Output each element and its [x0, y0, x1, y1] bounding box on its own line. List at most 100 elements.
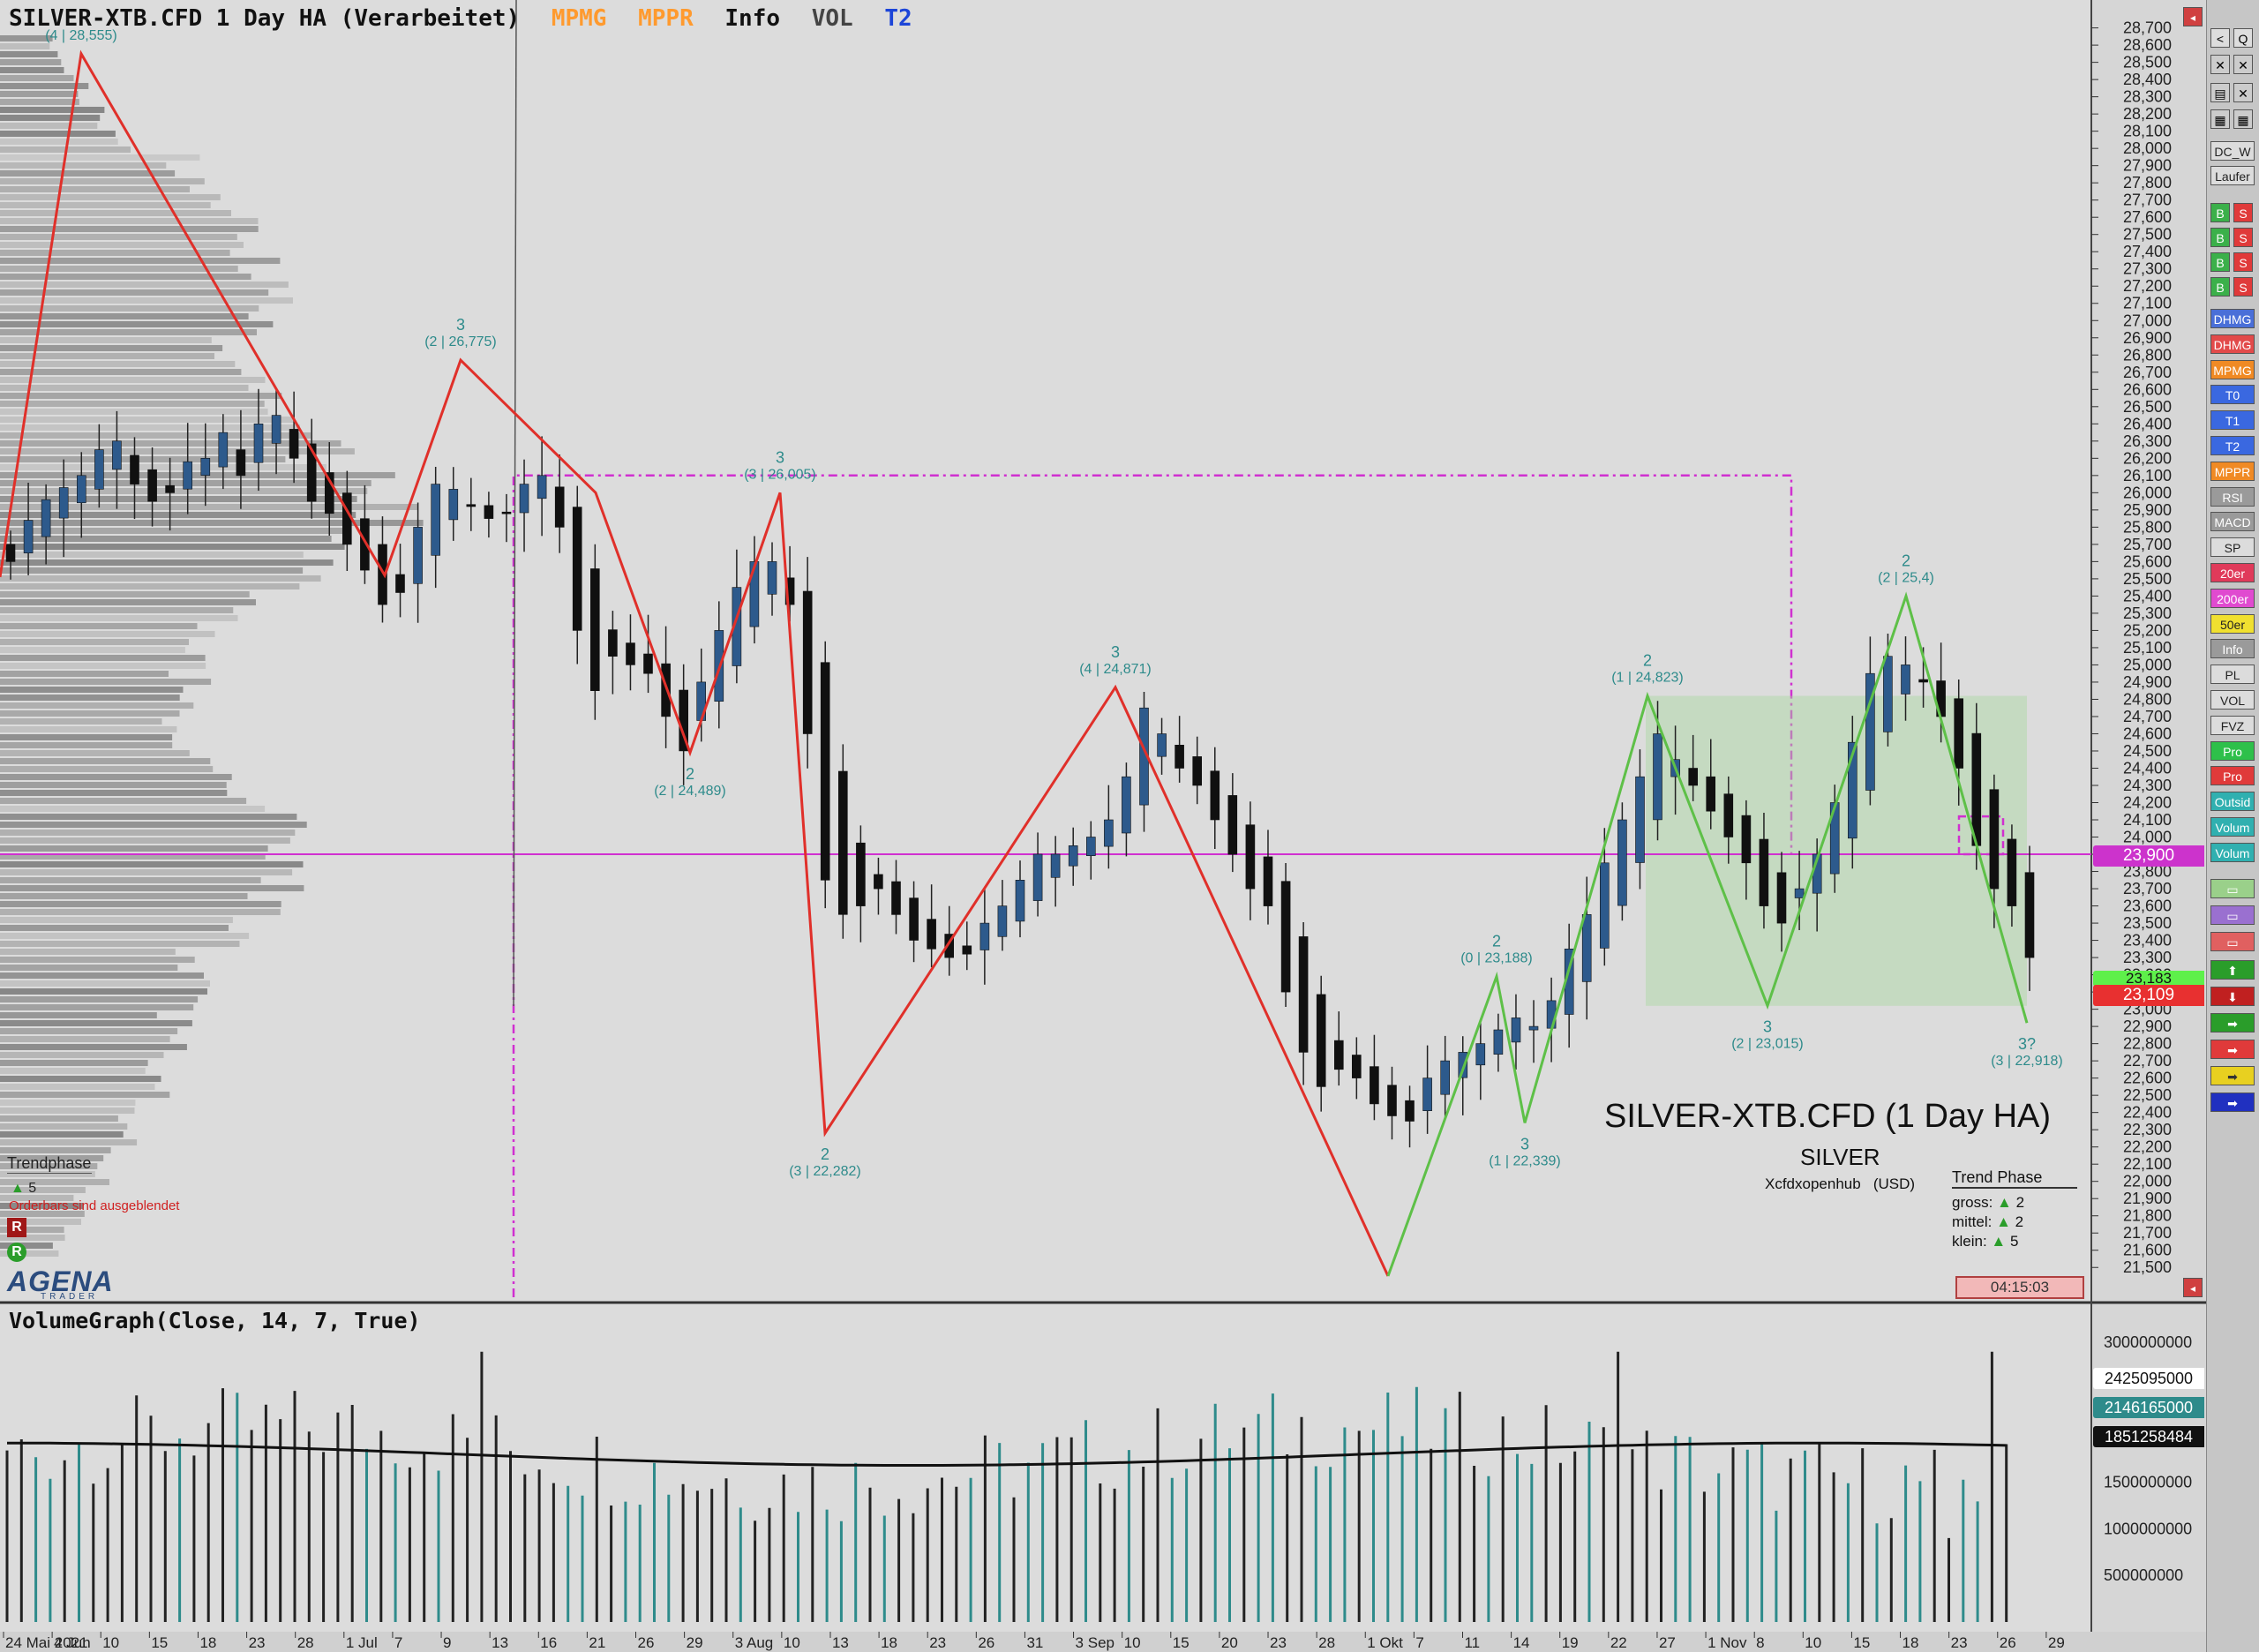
toolbar-button[interactable]: MPMG [2210, 359, 2255, 379]
candle-down [962, 945, 972, 955]
toolbar-button[interactable]: T1 [2210, 410, 2255, 431]
chart-icon-1[interactable]: ▤ [2210, 83, 2230, 102]
toolbar-button[interactable]: Outsid [2210, 792, 2255, 812]
toolbar-button[interactable]: Laufer [2210, 166, 2255, 185]
collapse-bottom-icon[interactable]: ◂ [2183, 1278, 2203, 1297]
candle-down [1776, 872, 1787, 924]
tool-icon-2[interactable]: ✕ [2233, 55, 2253, 74]
rect-red-icon[interactable]: ▭ [2210, 932, 2255, 951]
right-toolbar: < Q ✕ ✕ ▤ ✕ ▦ ▦ DC_W Laufer DHMG DHMG MPMG T0… [2206, 0, 2259, 1652]
r-red-button[interactable]: R [7, 1218, 26, 1237]
profile-bar [0, 170, 176, 176]
candle-up [767, 561, 777, 595]
toolbar-button[interactable]: Pro [2210, 740, 2255, 761]
profile-bar [0, 1036, 170, 1042]
toolbar-button[interactable]: DHMG [2210, 309, 2255, 328]
price-tick-label: 22,400 [2123, 1104, 2172, 1122]
candle-up [94, 449, 104, 490]
collapse-top-icon[interactable]: ◂ [2183, 7, 2203, 26]
toolbar-button[interactable]: Info [2210, 639, 2255, 659]
profile-bar [0, 178, 205, 184]
candle-down [837, 770, 848, 915]
arrow-up-icon[interactable]: ⬆ [2210, 960, 2255, 980]
zigzag-sublabel: (2 | 24,489) [654, 784, 726, 799]
profile-bar [0, 210, 231, 216]
indicator-mpmg[interactable]: MPMG [551, 5, 607, 32]
indicator-t2[interactable]: T2 [884, 5, 912, 32]
zigzag-label: 2 [821, 1145, 829, 1163]
profile-bar [0, 321, 274, 327]
profile-bar [0, 822, 307, 828]
toolbar-button[interactable]: 20er [2210, 563, 2255, 582]
arrow-right-red-icon[interactable]: ➡ [2210, 1040, 2255, 1059]
buy-button-2[interactable]: B [2210, 228, 2230, 247]
arrow-right-yellow-icon[interactable]: ➡ [2210, 1066, 2255, 1085]
rect-purple-icon[interactable]: ▭ [2210, 905, 2255, 925]
buy-button-1[interactable]: B [2210, 203, 2230, 222]
toolbar-button[interactable]: Volum [2210, 817, 2255, 837]
tool-icon-1[interactable]: ✕ [2210, 55, 2230, 74]
sell-button-1[interactable]: S [2233, 203, 2253, 222]
candle-up [431, 484, 441, 556]
candle-up [1050, 853, 1061, 878]
candle-down [378, 544, 387, 605]
price-tick-label: 22,500 [2123, 1086, 2172, 1104]
zigzag-label: 3 [1520, 1135, 1529, 1153]
toolbar-button[interactable]: 50er [2210, 613, 2255, 634]
price-tick-label: 22,300 [2123, 1121, 2172, 1138]
toolbar-button[interactable]: RSI [2210, 486, 2255, 507]
back-icon[interactable]: < [2210, 28, 2230, 48]
toolbar-button[interactable]: T0 [2210, 385, 2255, 405]
chart-icon-4[interactable]: ▦ [2233, 109, 2253, 129]
toolbar-button[interactable]: DHMG [2210, 334, 2255, 354]
toolbar-button[interactable]: MPPR [2210, 461, 2255, 481]
sell-button-2[interactable]: S [2233, 228, 2253, 247]
price-tick-label: 26,300 [2123, 432, 2172, 450]
toolbar-button[interactable]: MACD [2210, 512, 2255, 532]
arrow-down-icon[interactable]: ⬇ [2210, 987, 2255, 1006]
sell-button-3[interactable]: S [2233, 252, 2253, 272]
indicator-mppr[interactable]: MPPR [638, 5, 694, 32]
rect-green-icon[interactable]: ▭ [2210, 879, 2255, 898]
chart-icon-2[interactable]: ✕ [2233, 83, 2253, 102]
date-tick-label: 10 [784, 1634, 800, 1651]
profile-bar [0, 1131, 124, 1138]
profile-bar [0, 988, 207, 995]
profile-bar [0, 782, 227, 788]
toolbar-button[interactable]: 200er [2210, 588, 2255, 608]
search-icon[interactable]: Q [2233, 28, 2253, 48]
volume-tick-label: 1500000000 [2104, 1474, 2192, 1491]
buy-button-4[interactable]: B [2210, 277, 2230, 297]
candle-down [643, 653, 653, 674]
profile-bar [0, 1227, 64, 1233]
profile-bar [0, 552, 304, 558]
price-tick-label: 27,600 [2123, 208, 2172, 226]
profile-bar [0, 1187, 86, 1193]
indicator-vol[interactable]: VOL [811, 5, 853, 32]
profile-bar [0, 337, 212, 343]
arrow-right-green-icon[interactable]: ➡ [2210, 1013, 2255, 1032]
indicator-info[interactable]: Info [724, 5, 781, 32]
zigzag-green [1386, 591, 2029, 1277]
toolbar-button[interactable]: Pro [2210, 766, 2255, 786]
toolbar-button[interactable]: DC_W [2210, 141, 2255, 161]
profile-bar [0, 83, 89, 89]
toolbar-button[interactable]: FVZ [2210, 715, 2255, 735]
r-green-button[interactable]: R [7, 1243, 26, 1262]
arrow-right-blue-icon[interactable]: ➡ [2210, 1093, 2255, 1112]
buy-button-3[interactable]: B [2210, 252, 2230, 272]
date-tick-label: 22 [1610, 1634, 1627, 1651]
toolbar-button[interactable]: T2 [2210, 436, 2255, 455]
toolbar-button[interactable]: VOL [2210, 690, 2255, 710]
price-tick-label: 26,500 [2123, 398, 2172, 416]
toolbar-button[interactable]: PL [2210, 665, 2255, 685]
chart-icon-3[interactable]: ▦ [2210, 109, 2230, 129]
sell-button-4[interactable]: S [2233, 277, 2253, 297]
toolbar-button[interactable]: Volum [2210, 842, 2255, 862]
profile-bar [0, 972, 204, 979]
toolbar-button[interactable]: SP [2210, 537, 2255, 558]
volume-badge-2: 2146165000 [2093, 1397, 2204, 1418]
profile-bar [0, 488, 368, 494]
profile-bar [0, 409, 268, 415]
